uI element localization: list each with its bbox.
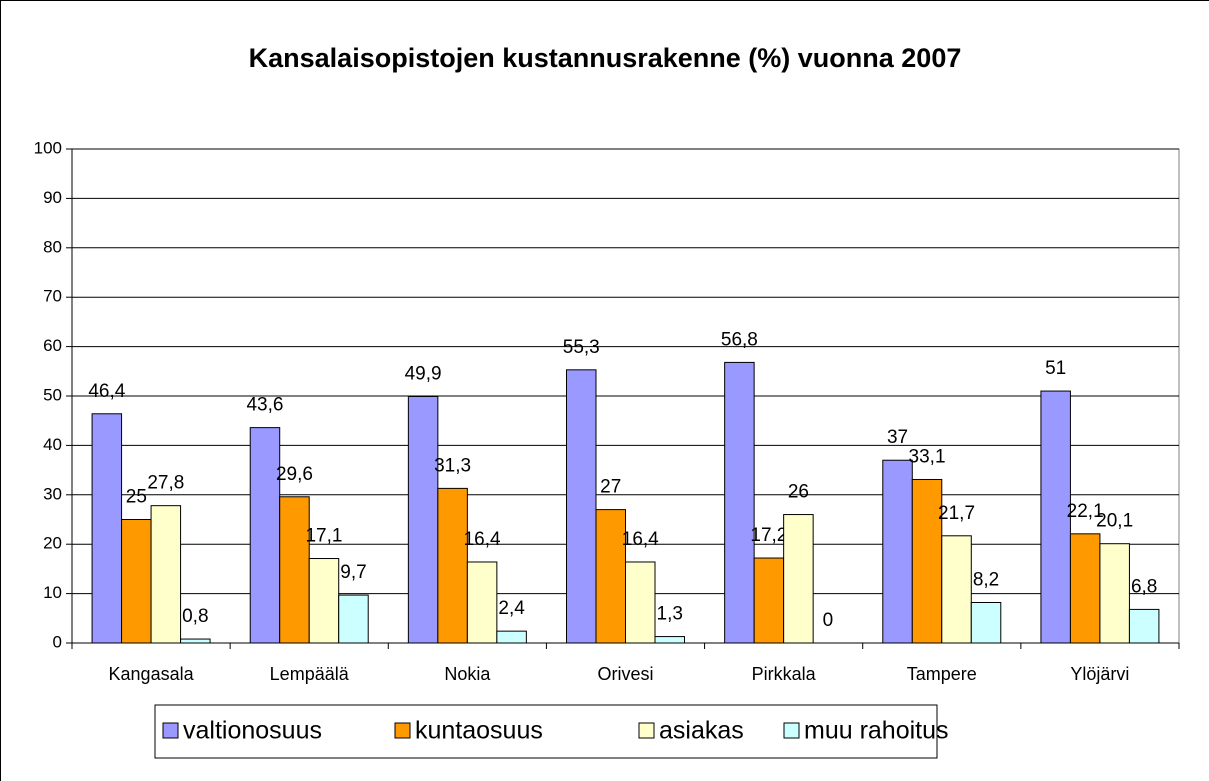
legend-label: valtionosuus (183, 717, 322, 745)
data-label: 21,7 (938, 503, 975, 524)
bar (1040, 390, 1071, 644)
y-tick-label: 80 (43, 237, 62, 256)
bar (1099, 543, 1130, 644)
y-tick-label: 70 (43, 287, 62, 306)
chart-title: Kansalaisopistojen kustannusrakenne (%) … (249, 43, 962, 73)
bar (882, 459, 913, 644)
bar (783, 514, 814, 644)
data-label: 17,2 (750, 525, 787, 546)
bar (941, 535, 972, 644)
bar (724, 361, 755, 644)
y-tick-label: 100 (34, 138, 62, 157)
legend-label: kuntaosuus (415, 717, 543, 745)
legend-swatch (783, 722, 800, 739)
bar (566, 369, 597, 644)
data-label: 26 (788, 482, 809, 503)
data-label: 6,8 (1131, 576, 1157, 597)
bar (91, 413, 123, 644)
bar (595, 509, 626, 644)
data-label: 49,9 (405, 364, 442, 385)
data-label: 37 (887, 427, 908, 448)
y-tick-label: 60 (43, 336, 62, 355)
x-tick-label: Tampere (907, 664, 977, 684)
bar (407, 395, 439, 644)
legend-label: asiakas (659, 717, 744, 745)
data-label: 55,3 (563, 337, 600, 358)
x-tick-label: Nokia (444, 664, 491, 684)
bar (121, 519, 152, 644)
bar (496, 630, 527, 644)
y-tick-label: 10 (43, 583, 62, 602)
y-tick-label: 40 (43, 435, 62, 454)
legend-swatch (638, 722, 655, 739)
legend-swatch (162, 722, 179, 739)
bar (249, 427, 281, 644)
data-label: 16,4 (622, 529, 659, 550)
bar (1128, 608, 1160, 644)
y-tick-label: 20 (43, 534, 62, 553)
data-label: 20,1 (1096, 511, 1133, 532)
bar (466, 561, 498, 644)
legend (154, 704, 938, 759)
data-label: 8,2 (973, 570, 999, 591)
data-label: 0 (823, 610, 834, 631)
data-label: 17,1 (305, 526, 342, 547)
bar (911, 478, 943, 644)
y-tick-label: 30 (43, 484, 62, 503)
bar (654, 636, 685, 644)
x-tick-label: Orivesi (597, 664, 653, 684)
data-label: 27 (600, 477, 621, 498)
data-label: 0,8 (182, 606, 208, 627)
bar (308, 558, 340, 644)
data-label: 9,7 (340, 562, 366, 583)
bar (180, 638, 211, 644)
data-label: 22,1 (1067, 501, 1104, 522)
legend-swatch (394, 722, 411, 739)
bar (625, 561, 656, 644)
legend-label: muu rahoitus (804, 717, 949, 745)
x-tick-label: Lempäälä (270, 664, 350, 684)
bar (150, 505, 182, 644)
data-label: 29,6 (276, 464, 313, 485)
bar (753, 557, 785, 644)
data-label: 25 (126, 487, 147, 508)
data-label: 51 (1045, 358, 1066, 379)
bar (338, 594, 369, 644)
y-tick-label: 90 (43, 188, 62, 207)
x-tick-label: Ylöjärvi (1070, 664, 1129, 684)
data-label: 43,6 (246, 395, 283, 416)
data-label: 33,1 (909, 447, 946, 468)
bar (437, 487, 468, 644)
bar (970, 601, 1002, 644)
data-label: 46,4 (88, 381, 125, 402)
bar (279, 496, 310, 644)
y-tick-label: 0 (53, 632, 62, 651)
data-label: 56,8 (721, 329, 758, 350)
y-tick-label: 50 (43, 385, 62, 404)
data-label: 31,3 (434, 455, 471, 476)
data-label: 27,8 (147, 473, 184, 494)
data-label: 16,4 (464, 529, 501, 550)
data-label: 1,3 (657, 604, 683, 625)
x-tick-label: Pirkkala (752, 664, 817, 684)
bar (1069, 533, 1101, 644)
x-tick-label: Kangasala (109, 664, 195, 684)
data-label: 2,4 (498, 598, 525, 619)
